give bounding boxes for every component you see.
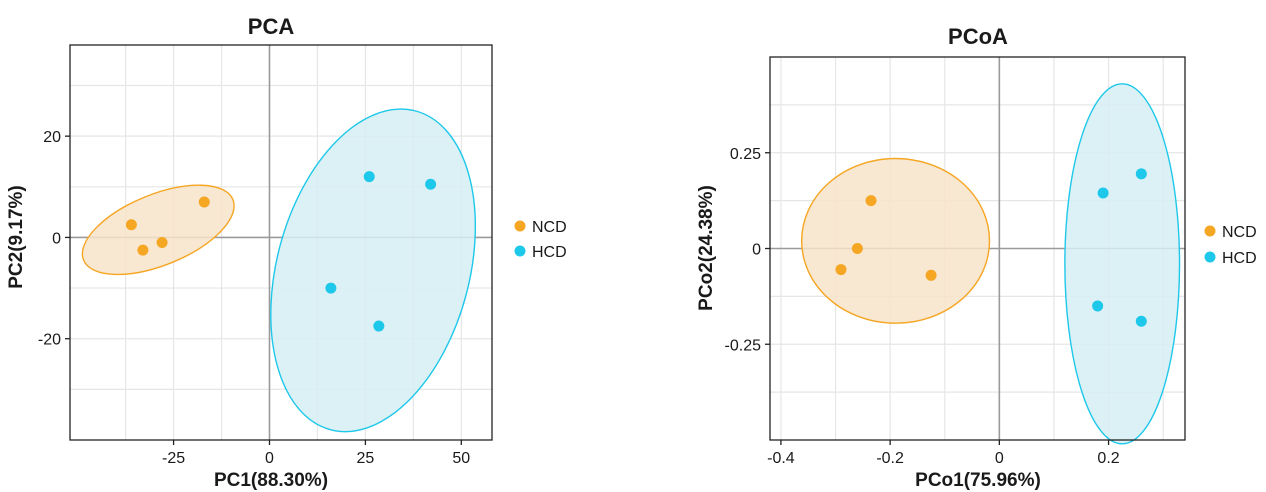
pcoa-point-hcd [1135, 168, 1147, 180]
pcoa-legend-ncd-marker [1204, 225, 1216, 237]
pca-plot-area: -25 0 25 50 -20 0 20 [38, 44, 493, 467]
pcoa-x-tick-label: 0 [995, 450, 1004, 467]
pca-legend-ncd-marker [514, 220, 526, 232]
pcoa-legend-ncd-label: NCD [1222, 224, 1257, 241]
pca-point-hcd [373, 320, 385, 332]
pca-point-hcd [325, 282, 337, 294]
pca-point-ncd [125, 219, 137, 231]
pca-point-hcd [425, 178, 437, 190]
pcoa-point-hcd [1135, 315, 1147, 327]
pca-x-axis-label: PC1(88.30%) [214, 470, 328, 491]
pca-x-tick-label: 25 [357, 450, 375, 467]
pcoa-legend-hcd-marker [1204, 251, 1216, 263]
pcoa-chart: -0.4 -0.2 0 0.2 -0.25 0 0.25 PCoA PCo1(75.96%)… [696, 24, 1257, 491]
pca-legend: NCD HCD [514, 219, 567, 261]
pcoa-point-ncd [865, 195, 877, 207]
pca-x-tick-label: 0 [265, 450, 274, 467]
pca-title: PCA [248, 14, 295, 39]
pca-y-tick-label: 20 [43, 129, 61, 146]
pca-ellipse-ncd [81, 184, 235, 276]
pca-y-tick-label: -20 [38, 332, 61, 349]
pcoa-ellipse-hcd [1064, 83, 1181, 445]
pca-legend-hcd-label: HCD [532, 244, 567, 261]
pca-chart: -25 0 25 50 -20 0 20 PCA PC1(88.30%) PC2(9.17%… [6, 14, 567, 491]
pcoa-x-tick-label: -0.2 [876, 450, 904, 467]
pcoa-y-tick-label: 0 [752, 242, 761, 259]
pcoa-y-tick-label: -0.25 [725, 337, 762, 354]
pca-legend-ncd-label: NCD [532, 219, 567, 236]
pca-plot-frame [69, 44, 493, 441]
pca-point-ncd [156, 237, 168, 248]
pca-y-axis-label: PC2(9.17%) [6, 185, 27, 289]
pcoa-point-ncd [925, 269, 937, 281]
pcoa-legend-hcd-label: HCD [1222, 250, 1257, 267]
pcoa-x-tick-label: -0.4 [767, 450, 795, 467]
pca-legend-hcd-marker [514, 245, 526, 257]
pcoa-legend: NCD HCD [1204, 224, 1257, 267]
pcoa-y-tick-label: 0.25 [730, 146, 761, 163]
pcoa-point-hcd [1092, 300, 1104, 312]
pca-ellipse-hcd [270, 108, 477, 433]
pcoa-ellipse-ncd [800, 157, 991, 324]
pcoa-point-ncd [835, 264, 847, 276]
pcoa-x-tick-label: 0.2 [1097, 450, 1119, 467]
pcoa-point-ncd [851, 243, 863, 254]
pca-point-ncd [137, 244, 149, 256]
pcoa-x-axis-label: PCo1(75.96%) [915, 470, 1041, 491]
pcoa-title: PCoA [948, 24, 1008, 49]
pca-y-tick-label: 0 [52, 230, 61, 247]
pcoa-plot-area: -0.4 -0.2 0 0.2 -0.25 0 0.25 [725, 56, 1186, 467]
pca-point-hcd [363, 171, 375, 183]
pca-x-tick-label: 50 [452, 450, 470, 467]
pcoa-point-hcd [1097, 187, 1109, 199]
pca-x-tick-label: -25 [162, 450, 185, 467]
pcoa-y-axis-label: PCo2(24.38%) [696, 185, 717, 311]
pca-point-ncd [198, 196, 210, 208]
